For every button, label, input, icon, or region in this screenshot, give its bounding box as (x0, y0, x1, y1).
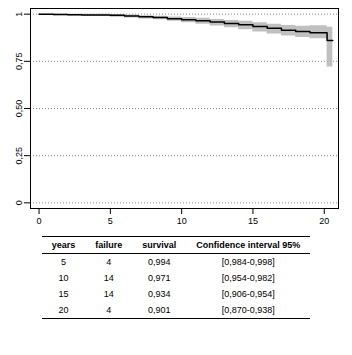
html-text:14: 14 (103, 289, 114, 299)
html-text:[0,906-0,954]: [0,906-0,954] (221, 289, 275, 299)
html-text:14: 14 (103, 273, 114, 283)
html-text:0,934: 0,934 (148, 289, 171, 299)
html-text:20: 20 (58, 305, 69, 315)
html-text:years: years (51, 240, 76, 250)
html-text:failure: failure (95, 240, 123, 250)
svg-text:5: 5 (108, 216, 113, 226)
svg-text:0: 0 (37, 216, 42, 226)
html-text:0,971: 0,971 (148, 273, 171, 283)
html-text:4: 4 (106, 257, 112, 267)
svg-text:15: 15 (248, 216, 258, 226)
html-text:survival: survival (142, 240, 177, 250)
html-text:Confidence interval 95%: Confidence interval 95% (196, 240, 301, 250)
html-text:[0,954-0,982]: [0,954-0,982] (221, 273, 275, 283)
html-text:[0,984-0,998]: [0,984-0,998] (221, 257, 275, 267)
html-text:15: 15 (58, 289, 69, 299)
html-text:0,994: 0,994 (148, 257, 171, 267)
svg-text:20: 20 (319, 216, 329, 226)
svg-text:10: 10 (177, 216, 187, 226)
svg-text:0: 0 (14, 200, 24, 205)
html-text:0,901: 0,901 (148, 305, 171, 315)
svg-text:1: 1 (14, 12, 24, 17)
svg-text:0,25: 0,25 (14, 147, 24, 165)
html-text:[0,870-0,938]: [0,870-0,938] (221, 305, 275, 315)
svg-text:0,50: 0,50 (14, 100, 24, 118)
html-text:5: 5 (60, 257, 66, 267)
html-text:4: 4 (106, 305, 112, 315)
html-text:10: 10 (58, 273, 69, 283)
svg-text:0,75: 0,75 (14, 53, 24, 71)
